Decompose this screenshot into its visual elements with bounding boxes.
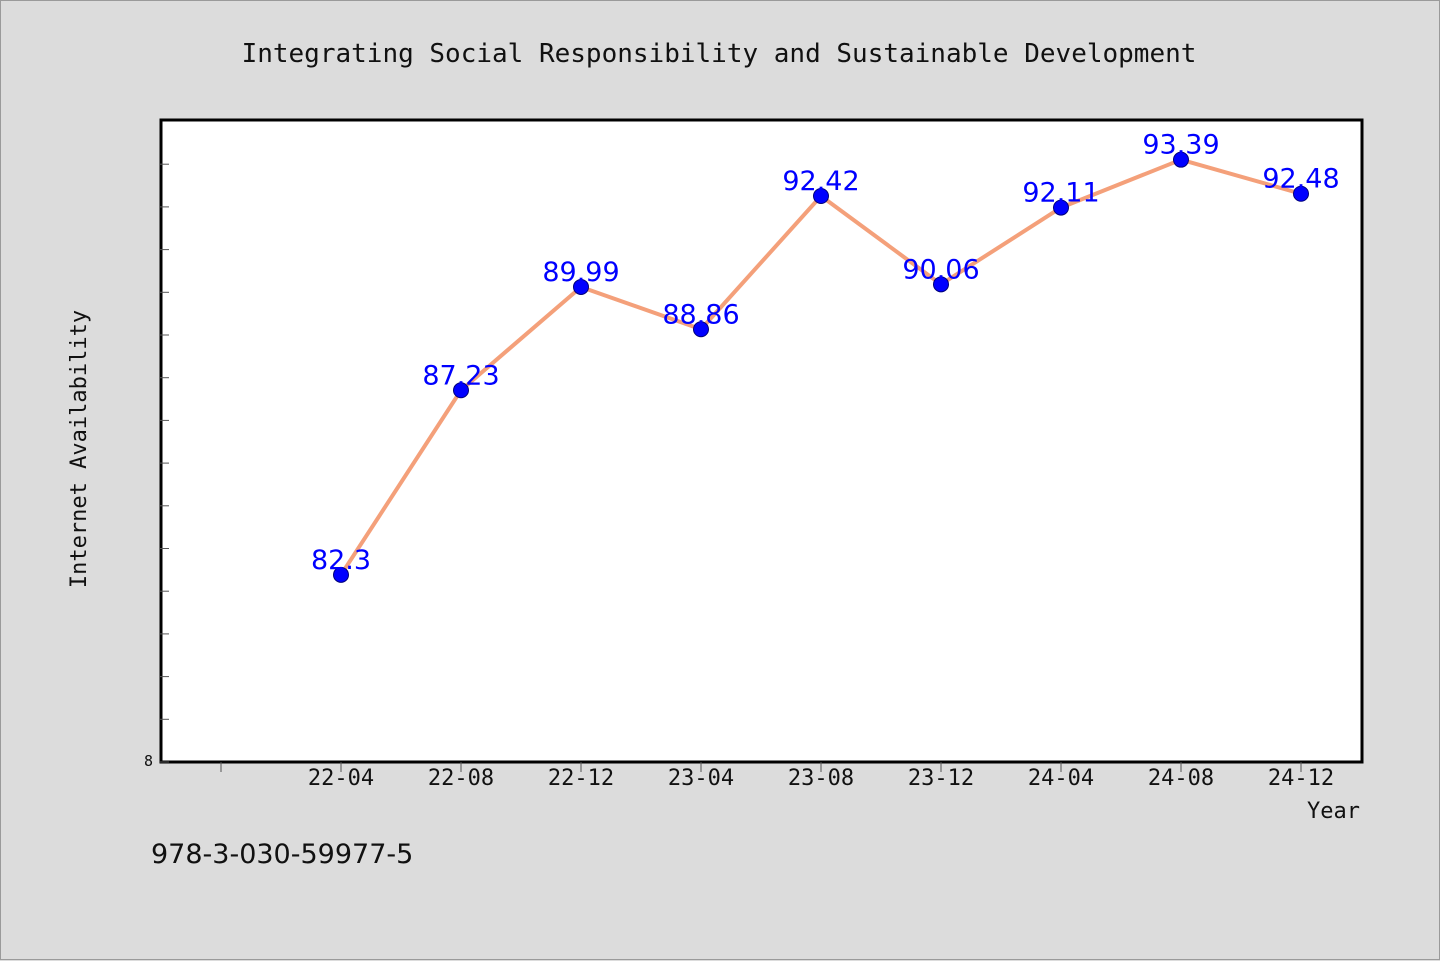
data-label: 82.3 [311, 545, 371, 576]
x-tick-label-23-12: 23-12 [908, 766, 974, 791]
data-label: 92.48 [1262, 164, 1339, 195]
data-label: 87.23 [422, 360, 499, 391]
series-layer: 82.3 87.23 89.99 88.86 92.42 90.06 92.11 93.39 9… [311, 130, 1340, 583]
x-tick-label-23-04: 23-04 [668, 766, 734, 791]
data-point [573, 278, 589, 295]
x-tick-label-22-08: 22-08 [428, 766, 494, 791]
x-tick-label-24-04: 24-04 [1028, 766, 1094, 791]
x-tick-label-24-08: 24-08 [1148, 766, 1214, 791]
data-label: 88.86 [662, 299, 739, 330]
data-label: 92.42 [782, 166, 859, 197]
data-point [1293, 185, 1309, 202]
data-point [813, 187, 829, 204]
footer-isbn: 978-3-030-59977-5 [151, 839, 413, 870]
data-point [453, 382, 469, 399]
data-point [1053, 199, 1069, 216]
chart-title: Integrating Social Responsibility and Su… [242, 39, 1197, 69]
x-axis-label: Year [1307, 799, 1360, 824]
data-point [933, 276, 949, 293]
x-tick-label-22-12: 22-12 [548, 766, 614, 791]
data-label: 90.06 [902, 254, 979, 285]
x-axis-ticks: 22-04 22-08 22-12 23-04 23-08 23-12 24-04 24-08… [220, 762, 1334, 791]
data-point [1173, 151, 1189, 168]
plot-area [159, 118, 1364, 764]
y-axis-label: Internet Availability [67, 310, 92, 588]
x-tick-label-22-04: 22-04 [308, 766, 374, 791]
x-tick-label-24-12: 24-12 [1268, 766, 1334, 791]
data-label: 92.11 [1022, 178, 1099, 209]
data-point [333, 566, 349, 583]
data-label: 89.99 [542, 257, 619, 288]
y-axis-ticks [160, 163, 169, 763]
x-tick-label-23-08: 23-08 [788, 766, 854, 791]
data-point [693, 321, 709, 338]
y-tick-label-min: 8 [144, 752, 153, 770]
data-label: 93.39 [1142, 130, 1219, 161]
